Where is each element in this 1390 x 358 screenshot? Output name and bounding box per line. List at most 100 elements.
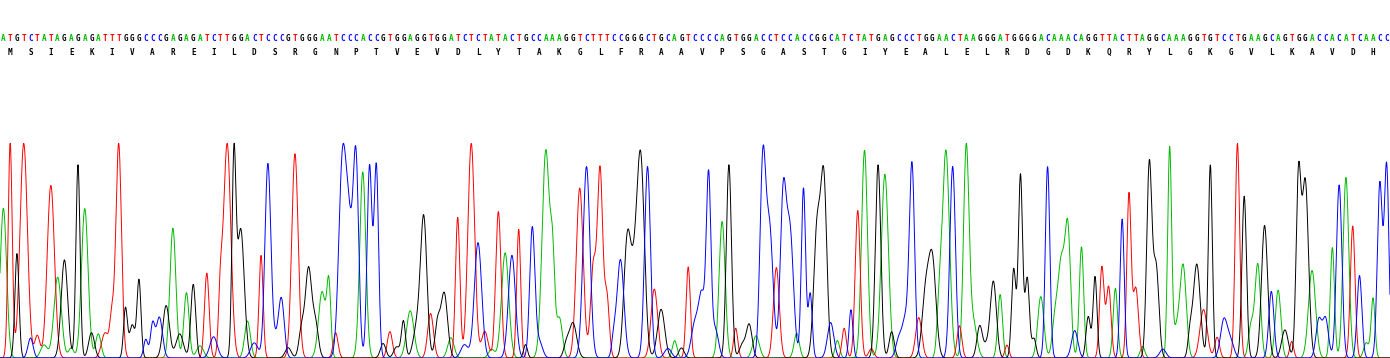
Text: C: C xyxy=(788,34,792,43)
Text: T: T xyxy=(482,34,486,43)
Text: R: R xyxy=(638,48,644,57)
Text: L: L xyxy=(1168,48,1172,57)
Text: A: A xyxy=(1140,34,1145,43)
Text: C: C xyxy=(1316,34,1320,43)
Text: C: C xyxy=(808,34,813,43)
Text: E: E xyxy=(414,48,420,57)
Text: T: T xyxy=(916,34,922,43)
Text: C: C xyxy=(801,34,806,43)
Text: T: T xyxy=(591,34,595,43)
Text: C: C xyxy=(28,34,33,43)
Text: C: C xyxy=(510,34,514,43)
Text: C: C xyxy=(530,34,535,43)
Text: C: C xyxy=(279,34,284,43)
Text: G: G xyxy=(523,34,528,43)
Text: T: T xyxy=(334,34,338,43)
Text: C: C xyxy=(461,34,467,43)
Text: L: L xyxy=(475,48,481,57)
Text: A: A xyxy=(1309,48,1315,57)
Text: G: G xyxy=(626,34,630,43)
Text: C: C xyxy=(374,34,378,43)
Text: T: T xyxy=(35,34,39,43)
Text: A: A xyxy=(1255,34,1261,43)
Text: T: T xyxy=(218,34,222,43)
Text: G: G xyxy=(923,34,929,43)
Text: V: V xyxy=(435,48,439,57)
Text: G: G xyxy=(1295,34,1301,43)
Text: C: C xyxy=(951,34,955,43)
Text: V: V xyxy=(699,48,705,57)
Text: C: C xyxy=(781,34,785,43)
Text: C: C xyxy=(666,34,670,43)
Text: D: D xyxy=(1351,48,1355,57)
Text: E: E xyxy=(963,48,969,57)
Text: A: A xyxy=(1175,34,1179,43)
Text: C: C xyxy=(353,34,359,43)
Text: G: G xyxy=(299,34,304,43)
Text: C: C xyxy=(699,34,705,43)
Text: A: A xyxy=(1,34,6,43)
Text: C: C xyxy=(1120,34,1125,43)
Text: A: A xyxy=(673,34,677,43)
Text: K: K xyxy=(1086,48,1091,57)
Text: T: T xyxy=(21,34,26,43)
Text: A: A xyxy=(680,48,684,57)
Text: C: C xyxy=(828,34,833,43)
Text: G: G xyxy=(631,34,637,43)
Text: G: G xyxy=(232,34,236,43)
Text: T: T xyxy=(821,48,826,57)
Text: R: R xyxy=(1127,48,1131,57)
Text: C: C xyxy=(143,34,149,43)
Text: G: G xyxy=(1012,34,1016,43)
Text: G: G xyxy=(1283,34,1287,43)
Text: T: T xyxy=(1201,34,1207,43)
Text: H: H xyxy=(1371,48,1375,57)
Text: L: L xyxy=(598,48,602,57)
Text: A: A xyxy=(150,48,154,57)
Text: Q: Q xyxy=(1106,48,1111,57)
Text: C: C xyxy=(760,34,764,43)
Text: C: C xyxy=(211,34,215,43)
Text: T: T xyxy=(388,34,392,43)
Text: T: T xyxy=(110,34,114,43)
Text: A: A xyxy=(1182,34,1186,43)
Text: G: G xyxy=(395,34,399,43)
Text: C: C xyxy=(1045,34,1049,43)
Text: A: A xyxy=(720,34,724,43)
Text: G: G xyxy=(571,34,575,43)
Text: G: G xyxy=(239,34,243,43)
Text: C: C xyxy=(1384,34,1389,43)
Text: T: T xyxy=(685,34,691,43)
Text: C: C xyxy=(904,34,908,43)
Text: G: G xyxy=(63,34,67,43)
Text: D: D xyxy=(1066,48,1070,57)
Text: L: L xyxy=(984,48,988,57)
Text: A: A xyxy=(795,34,799,43)
Text: G: G xyxy=(313,48,317,57)
Text: Y: Y xyxy=(883,48,887,57)
Text: T: T xyxy=(517,48,521,57)
Text: K: K xyxy=(557,48,562,57)
Text: C: C xyxy=(157,34,161,43)
Text: G: G xyxy=(442,34,446,43)
Text: G: G xyxy=(739,34,745,43)
Text: T: T xyxy=(8,34,13,43)
Text: C: C xyxy=(849,34,853,43)
Text: G: G xyxy=(178,34,182,43)
Text: G: G xyxy=(1017,34,1023,43)
Text: C: C xyxy=(1161,34,1165,43)
Text: A: A xyxy=(537,48,541,57)
Text: G: G xyxy=(286,34,291,43)
Text: D: D xyxy=(252,48,257,57)
Text: G: G xyxy=(842,48,847,57)
Text: T: T xyxy=(869,34,873,43)
Text: G: G xyxy=(984,34,988,43)
Text: G: G xyxy=(381,34,385,43)
Text: E: E xyxy=(904,48,908,57)
Text: I: I xyxy=(49,48,53,57)
Text: T: T xyxy=(468,34,474,43)
Text: A: A xyxy=(320,34,324,43)
Text: A: A xyxy=(1079,34,1084,43)
Text: A: A xyxy=(1059,34,1063,43)
Text: D: D xyxy=(456,48,460,57)
